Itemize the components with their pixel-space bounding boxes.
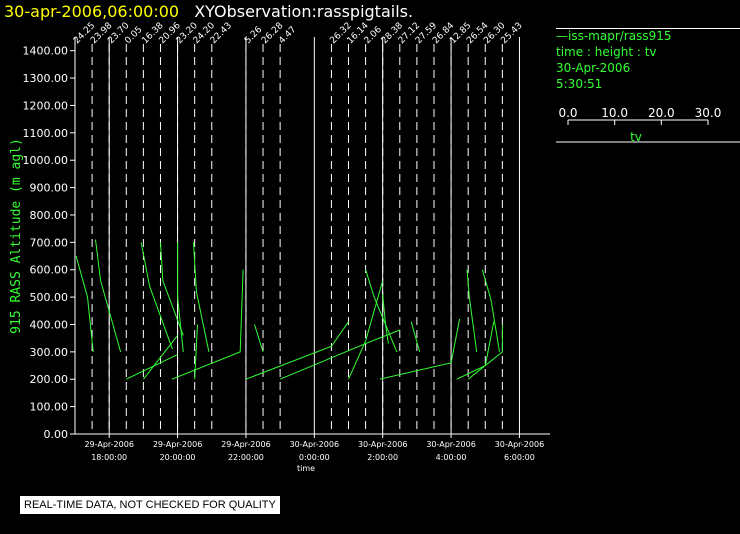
y-tick-label: 600.00	[30, 264, 69, 277]
temperature-trace	[171, 269, 244, 380]
y-tick-label: 500.00	[30, 291, 69, 304]
quality-disclaimer: REAL-TIME DATA, NOT CHECKED FOR QUALITY	[20, 496, 280, 514]
x-tick-time: 20:00:00	[160, 453, 196, 462]
legend: —iss-mapr/rass915 time : height : tv 30-…	[556, 28, 740, 92]
y-tick-label: 700.00	[30, 236, 69, 249]
title-observation: XYObservation:rasspigtails.	[194, 2, 414, 21]
scale-tick-label: 10.0	[601, 106, 628, 120]
x-tick-time: 0:00:00	[299, 453, 330, 462]
x-tick-time: 18:00:00	[91, 453, 127, 462]
legend-variables: time : height : tv	[556, 45, 657, 59]
temperature-trace	[365, 269, 398, 353]
x-tick-time: 2:00:00	[367, 453, 398, 462]
axis-ticks: 0.00 100.00 200.00 300.00 400.00 500.00 600.00…	[23, 37, 544, 462]
temperature-traces	[75, 239, 503, 380]
x-tick-date: 29-Apr-2006	[153, 440, 202, 449]
y-tick-label: 1100.00	[23, 127, 69, 140]
temperature-trace	[382, 294, 389, 344]
temperature-trace	[95, 239, 122, 353]
x-tick-date: 30-Apr-2006	[290, 440, 339, 449]
scale-tick-label: 20.0	[648, 106, 675, 120]
temperature-trace	[410, 321, 421, 353]
temperature-trace	[193, 242, 210, 353]
tv-scale: 0.0 10.0 20.0 30.0 tv	[556, 106, 740, 144]
legend-time: 5:30:51	[556, 77, 603, 91]
x-tick-date: 30-Apr-2006	[358, 440, 407, 449]
axis-labels: time 915 RASS Altitude (m agl)	[9, 138, 315, 473]
y-tick-label: 1300.00	[23, 72, 69, 85]
y-tick-label: 1400.00	[23, 45, 69, 58]
temperature-trace	[379, 318, 461, 380]
y-tick-label: 900.00	[30, 182, 69, 195]
temperature-trace	[456, 321, 495, 380]
temperature-trace	[245, 321, 349, 380]
y-tick-label: 0.00	[44, 428, 69, 441]
temperature-trace	[481, 269, 500, 352]
scale-tick-label: 0.0	[558, 106, 577, 120]
temperature-trace	[75, 255, 94, 352]
y-tick-label: 300.00	[30, 346, 69, 359]
legend-divider	[556, 28, 740, 29]
legend-source-text: iss-mapr/rass915	[568, 29, 672, 43]
temperature-trace	[254, 324, 264, 353]
x-tick-time: 4:00:00	[436, 453, 467, 462]
temperature-trace	[126, 354, 178, 380]
y-tick-label: 100.00	[30, 401, 69, 414]
x-tick-time: 6:00:00	[504, 453, 535, 462]
temperature-trace	[160, 242, 184, 336]
scale-tick-label: 30.0	[695, 106, 722, 120]
x-tick-time: 22:00:00	[228, 453, 264, 462]
y-tick-label: 1200.00	[23, 99, 69, 112]
temperature-trace	[348, 280, 384, 380]
title-date-time: 30-apr-2006,06:00:00	[4, 2, 180, 21]
x-tick-date: 29-Apr-2006	[221, 440, 270, 449]
x-tick-date: 29-Apr-2006	[84, 440, 133, 449]
temperature-trace	[140, 242, 173, 350]
x-tick-date: 30-Apr-2006	[426, 440, 475, 449]
y-axis-label: 915 RASS Altitude (m agl)	[9, 138, 24, 334]
plot-axes	[74, 37, 550, 435]
y-tick-label: 800.00	[30, 209, 69, 222]
y-tick-label: 400.00	[30, 318, 69, 331]
temperature-trace	[177, 242, 184, 352]
temperature-trace	[466, 269, 478, 352]
x-tick-date: 30-Apr-2006	[495, 440, 544, 449]
y-tick-label: 1000.00	[23, 154, 69, 167]
chart-title: 30-apr-2006,06:00:00 XYObservation:rassp…	[4, 2, 413, 24]
y-tick-label: 200.00	[30, 373, 69, 386]
temperature-trace	[467, 324, 503, 380]
legend-source: —iss-mapr/rass915	[556, 29, 672, 43]
temperature-trace	[143, 335, 178, 380]
temperature-trace	[279, 329, 400, 380]
x-axis-label: time	[297, 464, 315, 473]
legend-date: 30-Apr-2006	[556, 61, 631, 75]
scale-label: tv	[630, 130, 642, 144]
